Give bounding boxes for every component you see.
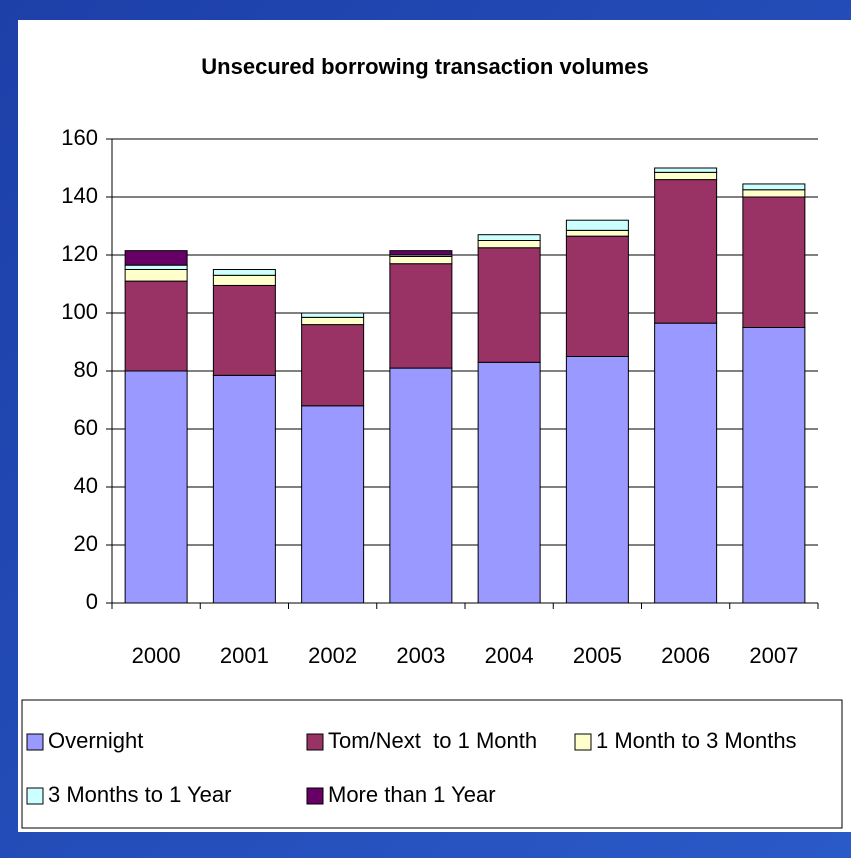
y-tick-label: 140 (61, 183, 98, 208)
x-tick-label: 2003 (396, 643, 445, 668)
legend-swatch (26, 733, 44, 751)
bar-segment (389, 263, 453, 369)
legend-label: 3 Months to 1 Year (48, 782, 231, 807)
y-tick-label: 40 (74, 473, 98, 498)
bar-segment (212, 284, 276, 376)
bar-segment (565, 235, 629, 357)
bar-segment (389, 367, 453, 604)
legend-swatch (306, 733, 324, 751)
y-tick-label: 160 (61, 125, 98, 150)
bar-segment (477, 361, 541, 604)
x-tick-label: 2005 (573, 643, 622, 668)
bar-segment (565, 219, 629, 231)
legend-swatch (574, 733, 592, 751)
bar-segment (654, 179, 718, 324)
legend-swatch (306, 787, 324, 805)
x-tick-label: 2001 (220, 643, 269, 668)
bar-segment (565, 356, 629, 604)
bar-segment (742, 183, 806, 191)
y-tick-label: 120 (61, 241, 98, 266)
y-tick-label: 80 (74, 357, 98, 382)
bar-segment (742, 189, 806, 198)
bar-segment (212, 274, 276, 286)
bar-segment (124, 250, 188, 266)
bar-segment (301, 316, 365, 326)
bar-segment (389, 250, 453, 256)
x-tick-label: 2000 (132, 643, 181, 668)
bar-segment (654, 171, 718, 181)
bar-segment (389, 255, 453, 265)
y-tick-label: 0 (86, 589, 98, 614)
x-tick-label: 2007 (749, 643, 798, 668)
bar-segment (124, 280, 188, 372)
bar-segment (654, 167, 718, 173)
bar-segment (212, 269, 276, 276)
x-tick-label: 2006 (661, 643, 710, 668)
bar-segment (301, 312, 365, 318)
legend-label: Overnight (48, 728, 143, 753)
bar-segment (301, 405, 365, 604)
y-tick-label: 20 (74, 531, 98, 556)
bar-segment (742, 196, 806, 328)
bar-segment (477, 247, 541, 363)
legend-swatch (26, 787, 44, 805)
chart-title: Unsecured borrowing transaction volumes (201, 54, 648, 79)
bar-segment (565, 229, 629, 237)
bar-segment (124, 264, 188, 270)
bar-segment (477, 240, 541, 249)
bar-segment (212, 374, 276, 604)
bar-segment (654, 322, 718, 604)
bar-segment (301, 324, 365, 407)
bar-segment (477, 234, 541, 241)
legend-box (21, 699, 843, 829)
legend-label: Tom/Next to 1 Month (328, 728, 537, 753)
x-tick-label: 2002 (308, 643, 357, 668)
bar-segment (742, 327, 806, 604)
y-tick-label: 60 (74, 415, 98, 440)
bar-segment (124, 269, 188, 282)
legend-label: More than 1 Year (328, 782, 496, 807)
legend-label: 1 Month to 3 Months (596, 728, 797, 753)
y-tick-label: 100 (61, 299, 98, 324)
x-tick-label: 2004 (485, 643, 534, 668)
bar-segment (124, 370, 188, 604)
